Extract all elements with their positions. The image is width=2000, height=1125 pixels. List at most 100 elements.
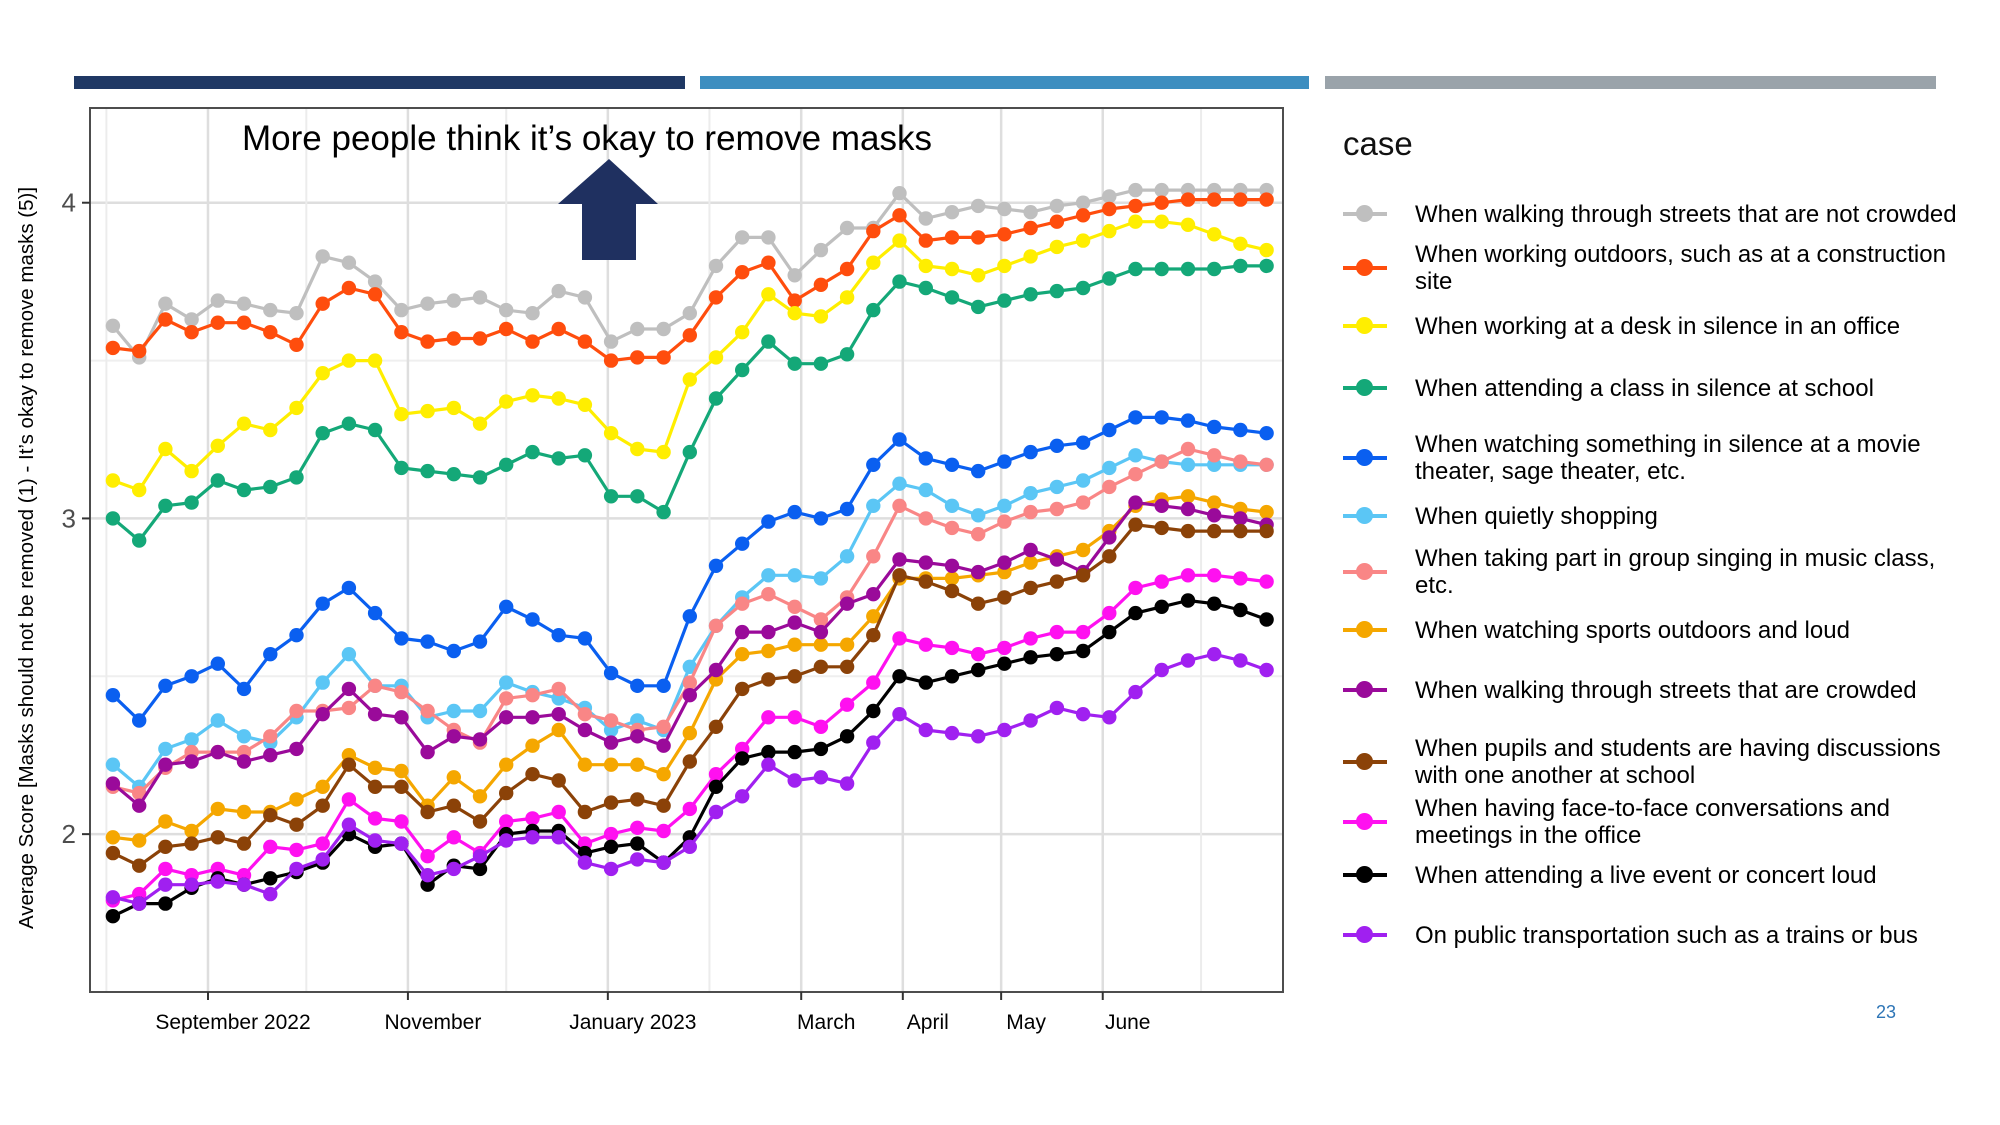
- data-point: [1154, 214, 1169, 229]
- data-point: [499, 814, 514, 829]
- data-point: [735, 624, 750, 640]
- data-point: [603, 665, 619, 681]
- data-point: [1128, 495, 1143, 510]
- data-point: [1207, 192, 1222, 207]
- data-point: [289, 703, 304, 719]
- data-point: [839, 290, 855, 305]
- data-point: [1049, 552, 1065, 567]
- data-point: [708, 290, 724, 305]
- data-point: [525, 688, 540, 703]
- data-point: [1233, 653, 1248, 668]
- data-point: [997, 258, 1012, 274]
- data-point: [944, 261, 960, 277]
- data-point: [944, 583, 960, 599]
- data-point: [813, 356, 829, 371]
- data-point: [1154, 599, 1169, 614]
- data-point: [971, 527, 986, 542]
- data-point: [1023, 486, 1038, 501]
- data-point: [551, 321, 566, 337]
- data-point: [1023, 580, 1038, 596]
- data-point: [866, 609, 881, 624]
- data-point: [892, 568, 907, 583]
- data-point: [1075, 542, 1091, 558]
- data-point: [813, 277, 829, 292]
- data-point: [761, 643, 776, 659]
- data-point: [839, 220, 855, 236]
- data-point: [1154, 520, 1169, 536]
- data-point: [892, 631, 907, 646]
- data-point: [761, 255, 776, 270]
- data-point: [158, 441, 173, 457]
- data-point: [735, 596, 750, 611]
- data-point: [866, 498, 881, 513]
- data-point: [315, 852, 330, 867]
- data-point: [289, 861, 304, 877]
- data-point: [708, 618, 724, 633]
- data-point: [761, 568, 776, 583]
- data-point: [1075, 568, 1091, 583]
- data-point: [1180, 593, 1196, 608]
- header-bar-gray: [1325, 76, 1936, 89]
- header-bar-dark: [74, 76, 685, 89]
- data-point: [263, 422, 278, 438]
- legend-key-icon: [1340, 920, 1390, 950]
- data-point: [1128, 198, 1143, 214]
- x-tick-label: June: [1105, 1011, 1151, 1034]
- data-point: [472, 703, 488, 719]
- data-point: [787, 773, 802, 788]
- data-point: [813, 637, 829, 652]
- legend-item: When watching sports outdoors and loud: [1340, 615, 1990, 645]
- data-point: [1207, 508, 1222, 523]
- legend-label: When quietly shopping: [1415, 502, 1658, 530]
- data-point: [944, 520, 960, 536]
- data-point: [472, 634, 488, 649]
- data-point: [656, 321, 671, 337]
- data-point: [813, 511, 829, 526]
- data-point: [997, 454, 1012, 469]
- data-point: [1102, 460, 1117, 476]
- data-point: [577, 707, 593, 722]
- data-point: [315, 836, 330, 851]
- data-point: [708, 779, 724, 794]
- data-point: [839, 261, 855, 277]
- data-point: [603, 795, 619, 810]
- data-point: [551, 804, 566, 820]
- data-point: [1259, 258, 1274, 274]
- data-point: [735, 536, 750, 551]
- data-point: [577, 397, 593, 412]
- data-point: [813, 659, 829, 674]
- data-point: [446, 798, 461, 813]
- data-point: [1207, 596, 1222, 611]
- data-point: [472, 861, 488, 877]
- data-point: [1102, 624, 1117, 640]
- legend-key-icon: [1340, 501, 1390, 531]
- data-point: [420, 463, 435, 479]
- data-point: [866, 735, 881, 750]
- x-tick-label: May: [1006, 1011, 1046, 1034]
- data-point: [997, 201, 1012, 217]
- data-point: [1128, 410, 1143, 425]
- data-point: [656, 504, 671, 520]
- data-point: [1207, 647, 1222, 662]
- data-point: [184, 463, 199, 479]
- page-number: 23: [1876, 1002, 1897, 1022]
- data-point: [1154, 662, 1169, 678]
- data-point: [289, 792, 304, 807]
- data-point: [761, 287, 776, 302]
- data-point: [1049, 479, 1065, 495]
- data-point: [918, 511, 933, 526]
- data-point: [105, 340, 121, 356]
- data-point: [1180, 568, 1196, 583]
- data-point: [577, 631, 593, 646]
- legend-item: When having face-to-face conversations a…: [1340, 795, 1990, 849]
- data-point: [1049, 574, 1065, 589]
- data-point: [682, 372, 697, 387]
- data-point: [184, 732, 199, 747]
- data-point: [446, 331, 461, 346]
- data-point: [236, 754, 252, 769]
- data-point: [341, 416, 357, 431]
- data-point: [577, 334, 593, 349]
- x-tick-label: January 2023: [569, 1011, 696, 1034]
- data-point: [236, 315, 252, 330]
- data-point: [394, 460, 409, 476]
